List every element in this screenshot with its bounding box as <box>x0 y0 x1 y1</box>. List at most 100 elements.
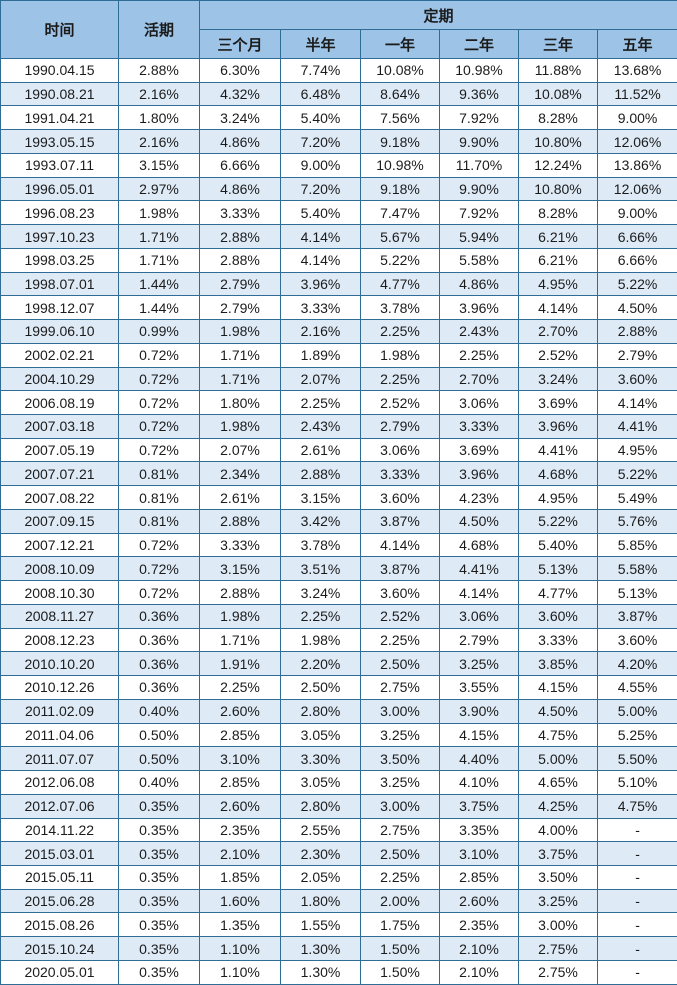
table-row: 1996.05.01 2.97% 4.86% 7.20% 9.18% 9.90% 10.80… <box>0 176 677 202</box>
rate-cell: 1.98% <box>199 414 281 439</box>
rate-cell: 4.20% <box>596 651 677 677</box>
rate-cell: 0.72% <box>118 556 200 582</box>
rate-cell: 3.33% <box>439 414 519 439</box>
rate-cell: 4.14% <box>360 532 440 558</box>
table-row: 2010.10.20 0.36% 1.91% 2.20% 2.50% 3.25% 3.85%… <box>0 651 677 677</box>
rate-cell: 3.96% <box>439 295 519 321</box>
rate-cell: 4.14% <box>518 295 598 321</box>
rate-cell: 0.35% <box>118 864 200 890</box>
rate-cell: 3.96% <box>518 414 598 439</box>
rate-cell: 3.06% <box>360 437 440 463</box>
table-row: 2015.05.11 0.35% 1.85% 2.05% 2.25% 2.85% 3.50%… <box>0 864 677 890</box>
table-row: 2008.10.09 0.72% 3.15% 3.51% 3.87% 4.41% 5.13%… <box>0 556 677 582</box>
rate-cell: 1.85% <box>199 864 281 890</box>
date-cell: 2008.12.23 <box>0 627 119 653</box>
rate-cell: 4.50% <box>596 295 677 321</box>
rate-cell: 6.66% <box>596 247 677 273</box>
rate-cell: 2.85% <box>199 770 281 795</box>
col-header-term: 五年 <box>596 29 677 59</box>
rate-cell: 2.52% <box>518 342 598 368</box>
rate-cell: 2.25% <box>360 319 440 344</box>
rate-cell: 2.50% <box>280 675 361 700</box>
rate-cell: 2.07% <box>199 437 281 463</box>
rate-cell: 2.25% <box>280 390 361 416</box>
rate-cell: 2.16% <box>280 319 361 344</box>
rate-cell: 3.96% <box>439 461 519 487</box>
header-row-top: 时间 活期 定期 <box>0 0 677 59</box>
rate-cell: 3.05% <box>280 722 361 748</box>
rate-cell: 1.71% <box>118 224 200 249</box>
rate-cell: 8.28% <box>518 200 598 226</box>
rate-cell: 0.35% <box>118 793 200 819</box>
table-row: 2012.07.06 0.35% 2.60% 2.80% 3.00% 3.75% 4.25%… <box>0 793 677 819</box>
rate-cell: 1.71% <box>199 366 281 392</box>
rate-cell: 3.25% <box>360 722 440 748</box>
table-row: 2008.10.30 0.72% 2.88% 3.24% 3.60% 4.14% 4.77%… <box>0 580 677 605</box>
rate-cell: 3.78% <box>360 295 440 321</box>
rate-cell: 2.30% <box>280 841 361 866</box>
rate-cell: 10.08% <box>360 58 440 83</box>
rate-cell: 2.52% <box>360 603 440 629</box>
rate-cell: 5.13% <box>518 556 598 582</box>
rate-cell: 2.88% <box>199 508 281 534</box>
table-row: 1998.03.25 1.71% 2.88% 4.14% 5.22% 5.58% 6.21%… <box>0 247 677 273</box>
rate-cell: 7.20% <box>280 129 361 154</box>
date-cell: 2010.12.26 <box>0 675 119 700</box>
rate-cell: 3.33% <box>518 627 598 653</box>
rate-cell: 0.35% <box>118 841 200 866</box>
table-header: 时间 活期 定期 三个月 半年 一年 二年 三年 五年 <box>0 0 677 59</box>
rate-cell: 1.80% <box>118 105 200 131</box>
rate-cell: 9.00% <box>596 105 677 131</box>
rate-cell: 4.55% <box>596 675 677 700</box>
date-cell: 2011.04.06 <box>0 722 119 748</box>
date-cell: 2008.10.30 <box>0 580 119 605</box>
rate-cell: - <box>596 936 677 961</box>
rate-cell: 2.05% <box>280 864 361 890</box>
rate-cell: 2.10% <box>439 959 519 985</box>
rate-cell: 3.33% <box>360 461 440 487</box>
rate-cell: 4.40% <box>439 746 519 772</box>
rate-cell: 1.75% <box>360 912 440 938</box>
rate-cell: 1.55% <box>280 912 361 938</box>
rate-cell: 4.68% <box>518 461 598 487</box>
rate-cell: 3.87% <box>360 508 440 534</box>
table-row: 2011.04.06 0.50% 2.85% 3.05% 3.25% 4.15% 4.75%… <box>0 722 677 748</box>
rate-cell: 3.85% <box>518 651 598 677</box>
rate-cell: 10.98% <box>439 58 519 83</box>
rate-cell: 4.41% <box>518 437 598 463</box>
date-cell: 1990.04.15 <box>0 58 119 83</box>
rate-cell: 9.00% <box>280 152 361 178</box>
rate-cell: 5.40% <box>280 105 361 131</box>
rate-cell: 2.10% <box>439 936 519 961</box>
rate-cell: 8.28% <box>518 105 598 131</box>
table-row: 2007.12.21 0.72% 3.33% 3.78% 4.14% 4.68% 5.40%… <box>0 532 677 558</box>
rate-cell: 1.30% <box>280 936 361 961</box>
rate-cell: 3.60% <box>518 603 598 629</box>
rate-cell: 5.10% <box>596 770 677 795</box>
rate-cell: 0.36% <box>118 627 200 653</box>
rate-cell: 1.35% <box>199 912 281 938</box>
rate-cell: - <box>596 841 677 866</box>
rate-cell: 2.35% <box>199 817 281 843</box>
rate-cell: 1.98% <box>118 200 200 226</box>
rate-cell: 1.98% <box>199 603 281 629</box>
rate-cell: 4.41% <box>439 556 519 582</box>
date-cell: 2002.02.21 <box>0 342 119 368</box>
rate-cell: 3.75% <box>439 793 519 819</box>
table-row: 1990.04.15 2.88% 6.30% 7.74% 10.08% 10.98% 11.… <box>0 58 677 83</box>
rate-cell: 2.79% <box>439 627 519 653</box>
col-header-term: 三个月 <box>199 29 281 59</box>
rate-cell: 3.51% <box>280 556 361 582</box>
date-cell: 2007.08.22 <box>0 485 119 510</box>
rate-cell: 2.88% <box>596 319 677 344</box>
rate-cell: 4.41% <box>596 414 677 439</box>
rate-cell: 2.07% <box>280 366 361 392</box>
rate-cell: 2.34% <box>199 461 281 487</box>
rate-cell: 1.80% <box>280 888 361 914</box>
header-row-terms: 三个月 半年 一年 二年 三年 五年 <box>1 29 677 59</box>
table-row: 2012.06.08 0.40% 2.85% 3.05% 3.25% 4.10% 4.65%… <box>0 770 677 795</box>
rate-cell: 10.80% <box>518 176 598 202</box>
rate-cell: 12.06% <box>596 129 677 154</box>
table-row: 2004.10.29 0.72% 1.71% 2.07% 2.25% 2.70% 3.24%… <box>0 366 677 392</box>
rate-cell: 5.22% <box>360 247 440 273</box>
